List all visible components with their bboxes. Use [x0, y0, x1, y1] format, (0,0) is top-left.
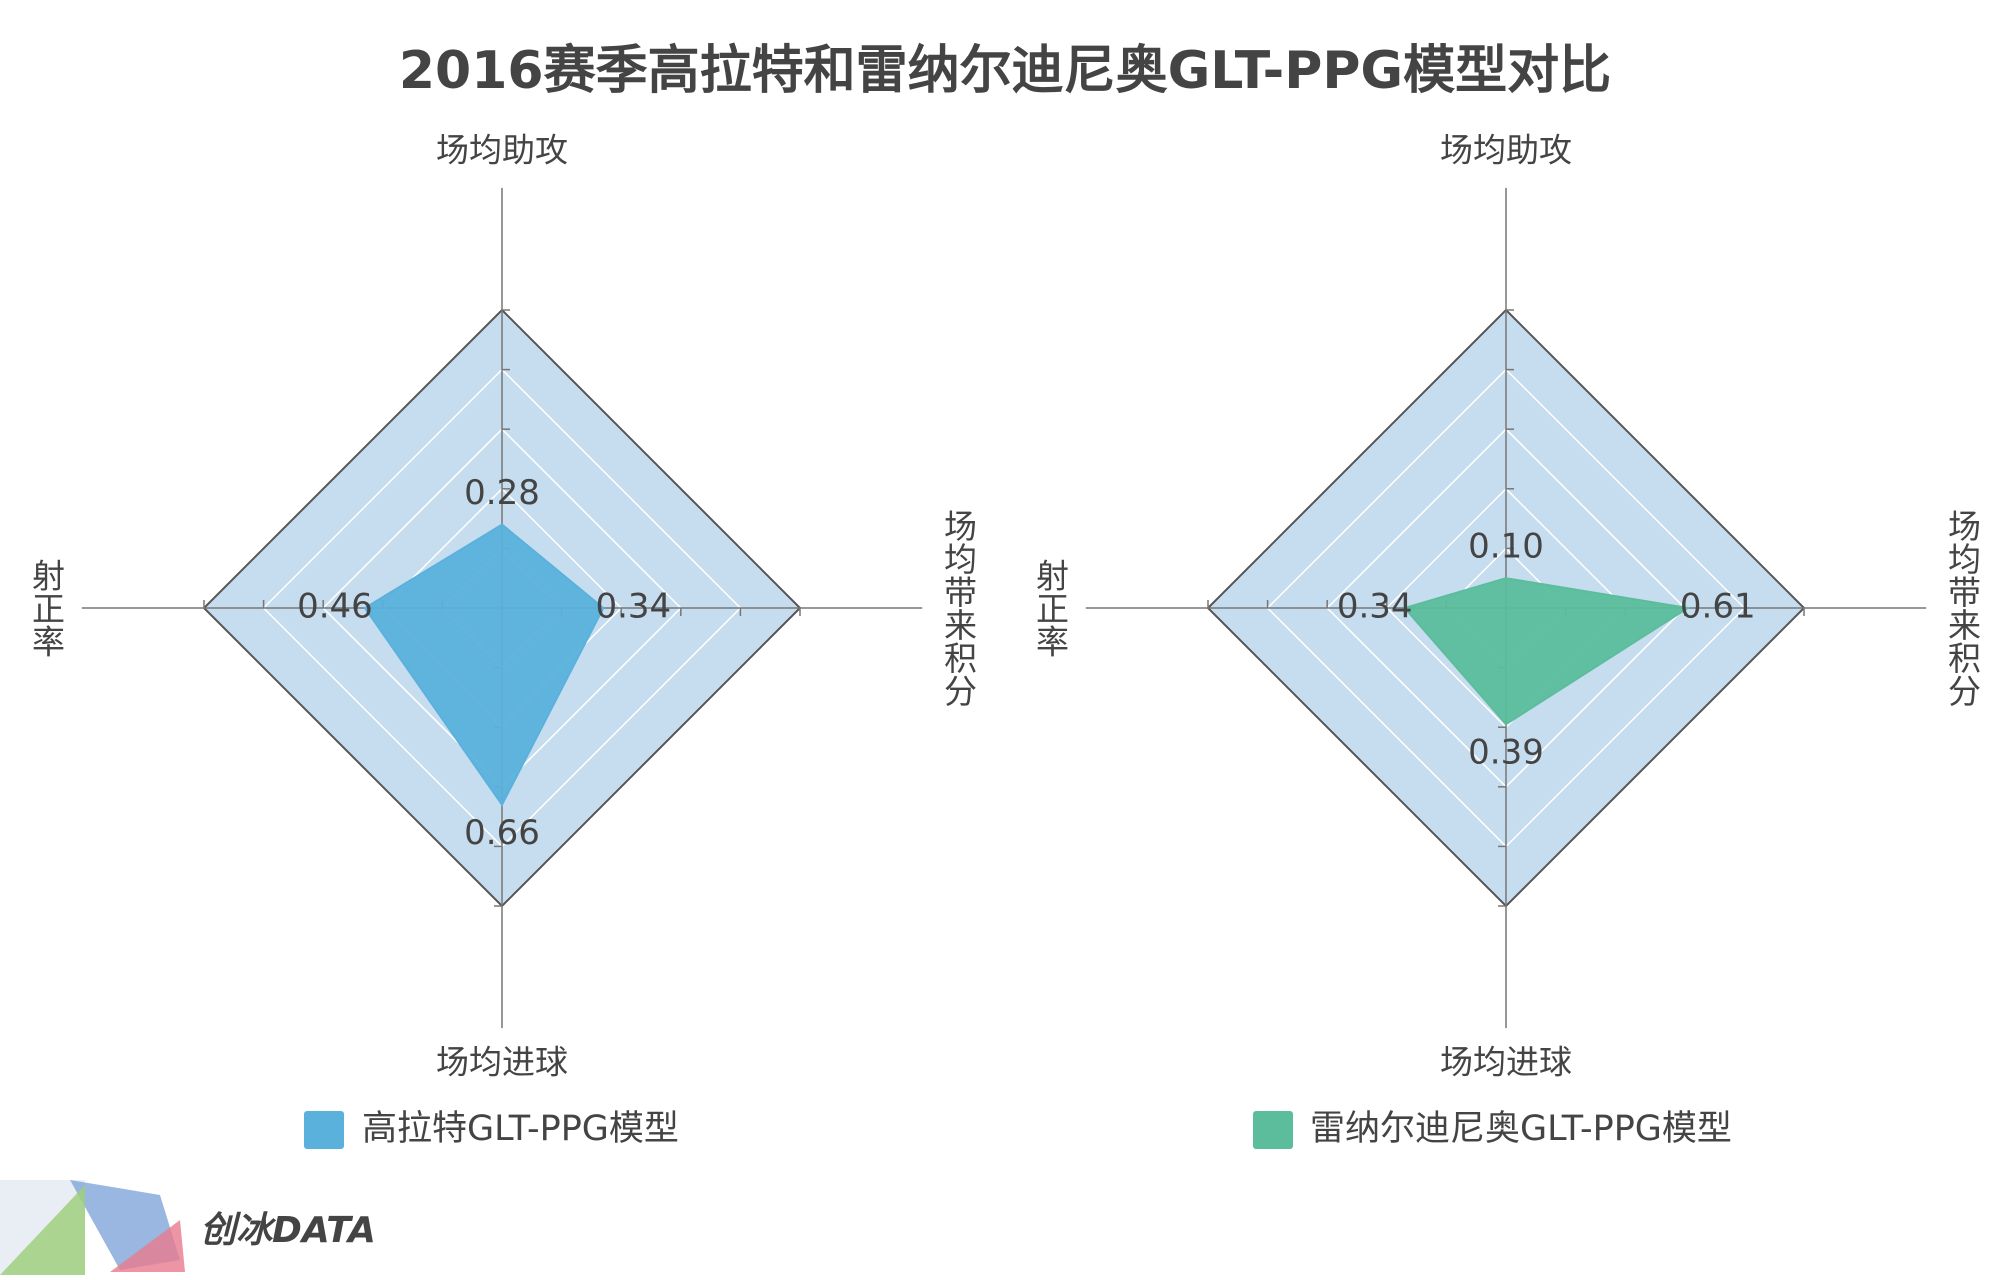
data-label: 0.10	[1468, 527, 1544, 567]
legend-label: 雷纳尔迪尼奥GLT-PPG模型	[1310, 1109, 1732, 1149]
legend-swatch	[1253, 1111, 1293, 1149]
axis-label: 场均进球	[1440, 1042, 1572, 1081]
legend-label: 高拉特GLT-PPG模型	[362, 1109, 679, 1149]
chart-title: 2016赛季高拉特和雷纳尔迪尼奥GLT-PPG模型对比	[399, 41, 1611, 101]
data-label: 0.34	[1337, 587, 1413, 627]
radar-area	[1402, 577, 1691, 726]
data-label: 0.34	[595, 587, 671, 627]
data-label: 0.39	[1468, 733, 1544, 773]
watermark: 创冰DATA	[200, 1210, 376, 1251]
axis-label: 场均助攻	[436, 131, 568, 170]
radar-area	[363, 523, 605, 807]
data-label: 0.66	[464, 813, 540, 853]
axis-label: 场均助攻	[1440, 131, 1572, 170]
axis-label: 场均带来积分	[1942, 509, 1981, 707]
logo-shape	[110, 1220, 185, 1272]
axis-label: 射正率	[27, 559, 66, 658]
data-label: 0.28	[464, 473, 540, 513]
data-label: 0.61	[1680, 587, 1756, 627]
axis-label: 场均进球	[436, 1042, 568, 1081]
axis-label: 场均带来积分	[938, 509, 977, 707]
axis-label: 射正率	[1031, 559, 1070, 658]
legend-swatch	[304, 1111, 344, 1149]
data-label: 0.46	[297, 587, 373, 627]
logo-shape	[0, 1185, 85, 1275]
logo: 创冰DATA	[0, 1180, 376, 1275]
